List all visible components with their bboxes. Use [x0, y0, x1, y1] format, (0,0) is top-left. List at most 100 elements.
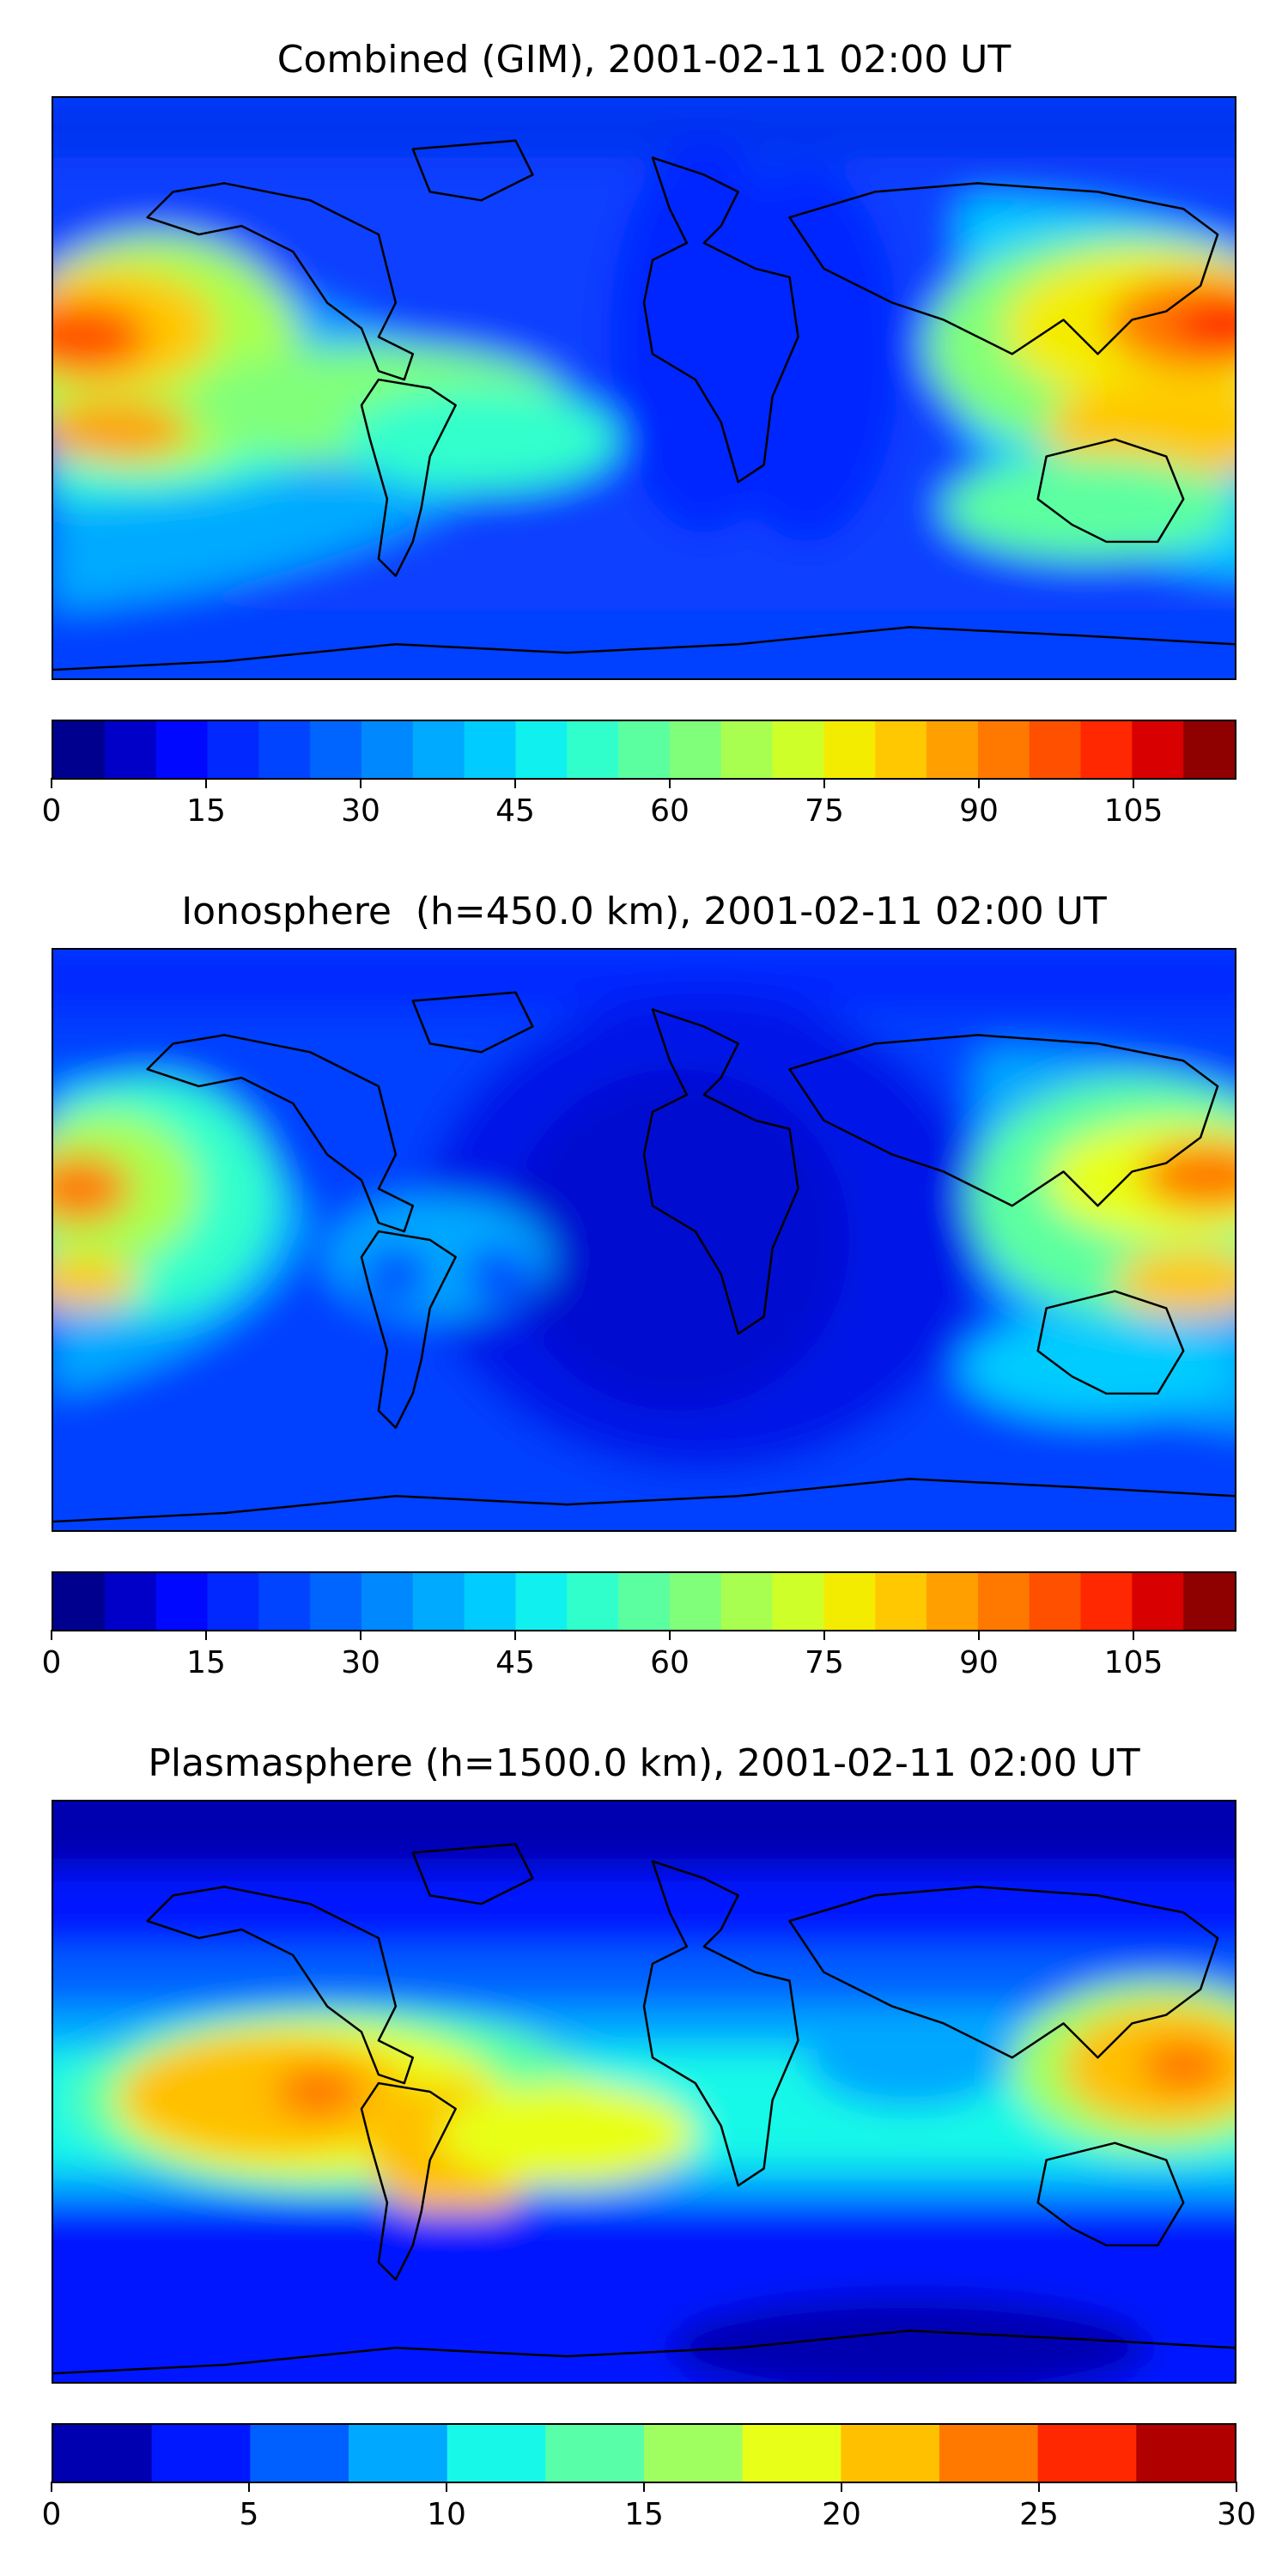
colorbar-tick-label: 0: [41, 2497, 62, 2532]
colorbar-level: [841, 2425, 940, 2482]
colorbar-tick-label: 10: [427, 2497, 466, 2532]
colorbar-tick-label: 75: [805, 793, 844, 829]
colorbar-level: [310, 721, 362, 778]
colorbar-level: [567, 1573, 619, 1630]
colorbar-tick: [51, 778, 52, 788]
colorbar-tick: [978, 778, 980, 788]
colorbar-level: [104, 1573, 157, 1630]
colorbar-tick-label: 90: [959, 1645, 999, 1680]
colorbar-level: [53, 2425, 153, 2482]
colorbar-tick: [360, 1630, 361, 1640]
colorbar-tick-label: 5: [239, 2497, 259, 2532]
colorbar-tick: [841, 2482, 842, 2492]
map-plasmasphere: [52, 1800, 1236, 2384]
colorbar-level: [104, 721, 157, 778]
colorbar-tick-label: 30: [341, 1645, 380, 1680]
colorbar-level: [875, 721, 927, 778]
colorbar-level: [720, 1573, 774, 1630]
colorbar-tick: [360, 778, 361, 788]
colorbar-level: [361, 721, 414, 778]
colorbar-ticks-ionosphere: 0 15 30 45 60 75 90 105: [42, 1630, 1236, 1681]
colorbar-level: [207, 1573, 259, 1630]
colorbar-tick: [514, 778, 516, 788]
colorbar-level: [155, 721, 209, 778]
colorbar-level: [1132, 1573, 1184, 1630]
colorbar-level: [1029, 721, 1082, 778]
colorbar-tick-label: 20: [822, 2497, 861, 2532]
colorbar-level: [977, 721, 1030, 778]
colorbar-tick: [1038, 2482, 1040, 2492]
colorbar-level: [823, 1573, 876, 1630]
colorbar-level: [669, 721, 722, 778]
colorbar-tick: [823, 1630, 825, 1640]
colorbar-level: [464, 1573, 517, 1630]
colorbar-tick-label: 105: [1103, 1645, 1163, 1680]
colorbar-tick: [205, 778, 207, 788]
colorbar-level: [155, 1573, 209, 1630]
colorbar-level: [447, 2425, 546, 2482]
colorbar-level: [772, 1573, 824, 1630]
colorbar-tick: [643, 2482, 645, 2492]
colorbar-ionosphere: [52, 1571, 1236, 1631]
map-ionosphere: [52, 948, 1236, 1532]
colorbar-tick-label: 15: [186, 1645, 226, 1680]
colorbar-level: [977, 1573, 1030, 1630]
panel-title-ionosphere: Ionosphere (h=450.0 km), 2001-02-11 02:0…: [181, 890, 1107, 933]
colorbar-level: [618, 721, 671, 778]
colorbar-tick: [669, 778, 671, 788]
colorbar-level: [927, 721, 979, 778]
colorbar-combined: [52, 720, 1236, 780]
colorbar-level: [464, 721, 517, 778]
colorbar-tick-label: 45: [495, 1645, 535, 1680]
colorbar-tick: [446, 2482, 447, 2492]
colorbar-level: [1080, 1573, 1133, 1630]
colorbar-tick-label: 0: [41, 793, 62, 829]
colorbar-ticks-plasmasphere: 0 5 10 15 20 25 30: [42, 2482, 1256, 2533]
colorbar-tick: [1133, 778, 1134, 788]
colorbar-tick-label: 60: [650, 793, 690, 829]
colorbar-level: [545, 2425, 645, 2482]
colorbar-tick: [1133, 1630, 1134, 1640]
colorbar-level: [361, 1573, 414, 1630]
colorbar-level: [151, 2425, 251, 2482]
colorbar-level: [742, 2425, 841, 2482]
colorbar-level: [1029, 1573, 1082, 1630]
colorbar-level: [1037, 2425, 1137, 2482]
colorbar-level: [618, 1573, 671, 1630]
colorbar-tick: [205, 1630, 207, 1640]
colorbar-tick-label: 25: [1019, 2497, 1059, 2532]
colorbar-level: [927, 1573, 979, 1630]
colorbar-tick: [248, 2482, 250, 2492]
colorbar-level: [53, 721, 106, 778]
colorbar-level: [1136, 2425, 1235, 2482]
panel-title-combined: Combined (GIM), 2001-02-11 02:00 UT: [276, 38, 1012, 82]
colorbar-level: [1080, 721, 1133, 778]
colorbar-level: [772, 721, 824, 778]
colorbar-level: [939, 2425, 1039, 2482]
colorbar-tick-label: 15: [186, 793, 226, 829]
colorbar-tick-label: 75: [805, 1645, 844, 1680]
colorbar-tick: [51, 1630, 52, 1640]
colorbar-ticks-combined: 0 15 30 45 60 75 90 105: [42, 778, 1236, 829]
colorbar-tick-label: 30: [341, 793, 380, 829]
colorbar-tick: [978, 1630, 980, 1640]
colorbar-level: [250, 2425, 349, 2482]
colorbar-tick-label: 105: [1103, 793, 1163, 829]
colorbar-tick-label: 60: [650, 1645, 690, 1680]
colorbar-level: [515, 721, 568, 778]
colorbar-level: [207, 721, 259, 778]
colorbar-tick: [51, 2482, 52, 2492]
colorbar-level: [644, 2425, 744, 2482]
colorbar-tick-label: 15: [624, 2497, 664, 2532]
colorbar-level: [1132, 721, 1184, 778]
colorbar-level: [567, 721, 619, 778]
colorbar-level: [875, 1573, 927, 1630]
colorbar-tick-label: 30: [1217, 2497, 1256, 2532]
colorbar-tick: [669, 1630, 671, 1640]
colorbar-level: [258, 1573, 311, 1630]
colorbar-level: [258, 721, 311, 778]
colorbar-tick-label: 45: [495, 793, 535, 829]
colorbar-level: [412, 1573, 465, 1630]
colorbar-tick-label: 0: [41, 1645, 62, 1680]
colorbar-tick-label: 90: [959, 793, 999, 829]
